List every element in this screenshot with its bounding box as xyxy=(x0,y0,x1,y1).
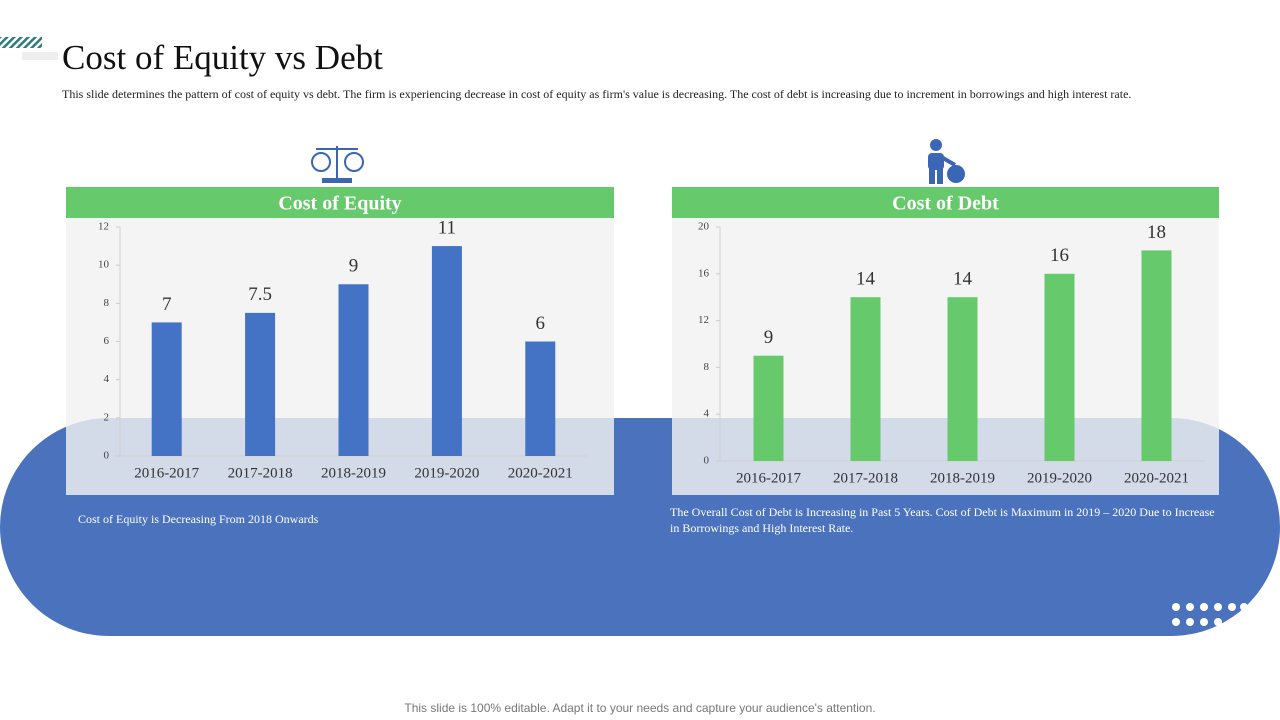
data-label: 18 xyxy=(1147,222,1166,243)
x-tick-label: 2019-2020 xyxy=(414,465,479,481)
y-tick-label: 4 xyxy=(104,373,110,385)
data-label: 9 xyxy=(349,256,359,277)
y-tick-label: 12 xyxy=(698,314,709,326)
x-tick-label: 2018-2019 xyxy=(321,465,386,481)
x-tick-label: 2017-2018 xyxy=(228,465,293,481)
description: This slide determines the pattern of cos… xyxy=(62,87,1132,101)
data-label: 7.5 xyxy=(248,284,272,305)
y-tick-label: 16 xyxy=(698,267,710,279)
dots xyxy=(1172,603,1248,626)
x-tick-label: 2020-2021 xyxy=(508,465,573,481)
caption: Cost of Equity is Decreasing From 2018 O… xyxy=(78,512,319,526)
title: Cost of Equity vs Debt xyxy=(62,38,383,77)
y-tick-label: 4 xyxy=(704,408,710,420)
panel-header xyxy=(672,187,1219,218)
chart-title: Cost of Equity xyxy=(278,193,401,215)
data-label: 6 xyxy=(536,313,546,334)
y-tick-label: 6 xyxy=(104,335,110,347)
caption: The Overall Cost of Debt is Increasing i… xyxy=(670,505,1215,535)
x-tick-label: 2016-2017 xyxy=(134,465,199,481)
data-label: 11 xyxy=(438,217,456,238)
y-tick-label: 0 xyxy=(104,450,110,462)
y-tick-label: 8 xyxy=(704,361,710,373)
y-tick-label: 12 xyxy=(98,221,109,233)
bar xyxy=(431,246,462,456)
panel-header xyxy=(66,187,614,218)
x-tick-label: 2020-2021 xyxy=(1124,470,1189,486)
scale-icon xyxy=(311,146,364,183)
bar xyxy=(753,355,784,461)
decoration xyxy=(22,52,58,60)
data-label: 14 xyxy=(856,269,876,290)
footer: This slide is 100% editable. Adapt it to… xyxy=(404,701,876,715)
y-tick-label: 8 xyxy=(104,297,110,309)
y-tick-label: 20 xyxy=(698,221,710,233)
y-tick-label: 2 xyxy=(104,411,110,423)
data-label: 9 xyxy=(764,327,774,348)
bar xyxy=(525,341,556,456)
x-tick-label: 2017-2018 xyxy=(833,470,898,486)
bar xyxy=(1141,250,1172,461)
decoration xyxy=(0,37,42,48)
y-tick-label: 10 xyxy=(98,259,110,271)
x-tick-label: 2018-2019 xyxy=(930,470,995,486)
x-tick-label: 2019-2020 xyxy=(1027,470,1092,486)
y-tick-label: 0 xyxy=(704,455,710,467)
bar xyxy=(850,297,881,461)
data-label: 16 xyxy=(1050,245,1069,266)
bar xyxy=(151,322,182,456)
person-icon xyxy=(928,139,965,184)
bar xyxy=(338,284,369,456)
data-label: 14 xyxy=(953,269,973,290)
bar xyxy=(245,312,276,456)
bar xyxy=(1044,273,1075,461)
chart-title: Cost of Debt xyxy=(892,193,999,215)
data-label: 7 xyxy=(162,294,172,315)
bar xyxy=(947,297,978,461)
x-tick-label: 2016-2017 xyxy=(736,470,801,486)
